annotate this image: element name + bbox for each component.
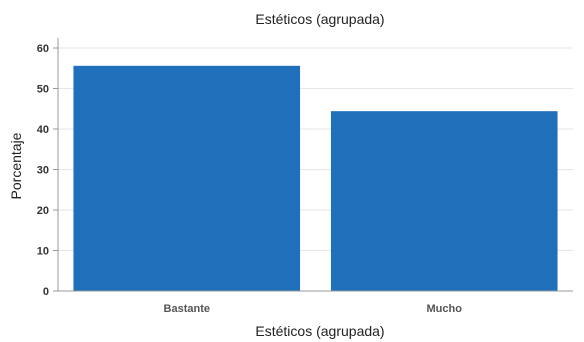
y-tick-label: 30: [37, 165, 49, 177]
y-tick-label: 0: [43, 286, 49, 298]
x-axis-label: Estéticos (agrupada): [255, 323, 384, 339]
y-axis-label: Porcentaje: [8, 132, 24, 199]
y-tick-label: 20: [37, 205, 49, 217]
chart-title: Estéticos (agrupada): [255, 11, 384, 27]
bars-layer: [73, 65, 558, 292]
axes-layer: [57, 38, 573, 292]
y-tick-label: 50: [37, 84, 49, 96]
y-tick-label: 40: [37, 124, 49, 136]
x-tick-label: Mucho: [427, 303, 463, 315]
bar-bastante: [73, 65, 301, 291]
ticks-layer: 0 10 20 30 40 50 60 Bastante Mucho: [37, 43, 462, 315]
bar-mucho: [330, 111, 558, 292]
x-tick-label: Bastante: [164, 303, 210, 315]
y-tick-label: 10: [37, 246, 49, 258]
y-tick-label: 60: [37, 43, 49, 55]
